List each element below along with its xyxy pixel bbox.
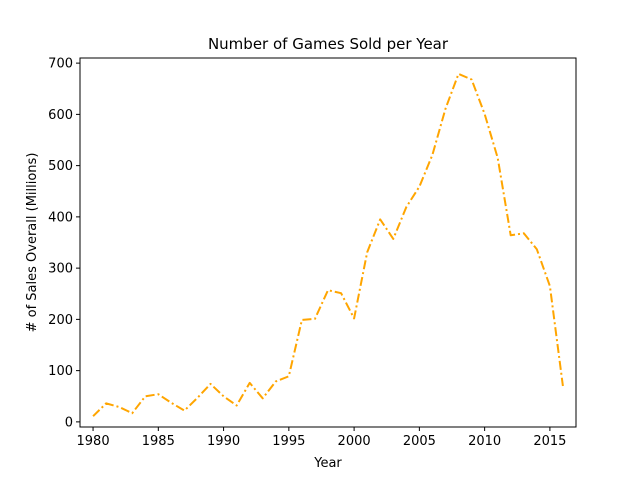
x-axis-label: Year [313,456,342,471]
x-tick-label: 1985 [142,434,175,449]
y-tick-label: 100 [48,364,73,379]
chart-title: Number of Games Sold per Year [208,35,449,53]
x-tick-label: 2005 [403,434,436,449]
y-tick-label: 700 [48,57,73,72]
y-axis-label: # of Sales Overall (Millions) [25,153,40,333]
y-tick-label: 0 [65,415,73,430]
y-tick-label: 400 [48,210,73,225]
plot-area-background [80,58,576,427]
y-tick-label: 300 [48,262,73,277]
x-tick-label: 2015 [533,434,566,449]
y-tick-label: 600 [48,108,73,123]
y-tick-label: 500 [48,159,73,174]
plot-area-frame [79,57,577,428]
x-tick-label: 1980 [77,434,110,449]
x-tick-label: 2000 [338,434,371,449]
y-axis-ticks: 0 100 200 300 400 500 600 700 [48,57,80,430]
x-tick-label: 1990 [207,434,240,449]
x-axis-ticks: 1980 1985 1990 1995 2000 2005 2010 2015 [77,427,566,449]
x-tick-label: 2010 [468,434,501,449]
y-tick-label: 200 [48,313,73,328]
x-tick-label: 1995 [272,434,305,449]
